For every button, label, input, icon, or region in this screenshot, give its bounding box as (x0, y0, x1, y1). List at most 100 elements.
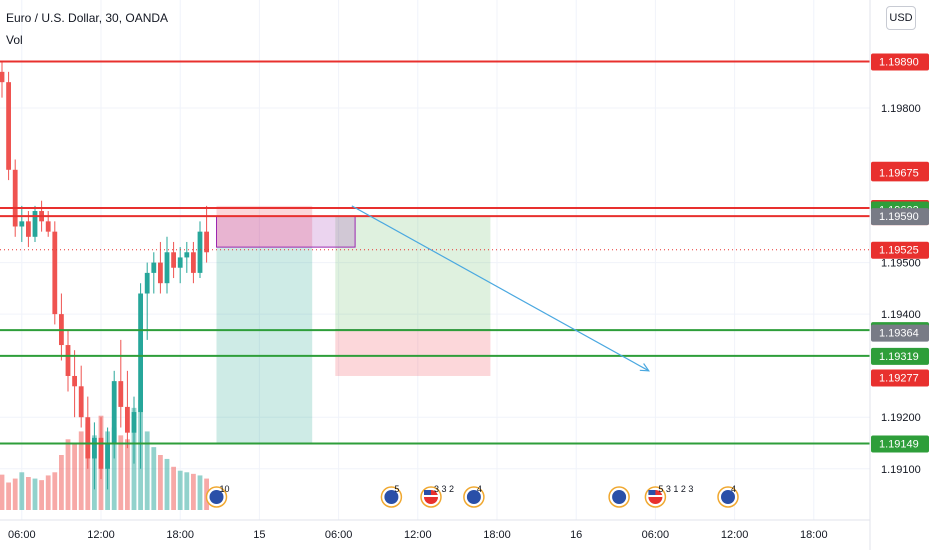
candle-body (177, 257, 183, 268)
price-axis-badge-bg (871, 435, 929, 453)
eu-event-icon[interactable]: 10 (205, 484, 230, 508)
volume-bar (118, 435, 124, 510)
event-count-label: 10 (220, 484, 230, 494)
candle (105, 427, 110, 490)
candle (125, 370, 130, 449)
price-tick-label: 1.19500 (881, 258, 921, 270)
time-tick-label: 06:00 (8, 529, 36, 541)
candle (138, 283, 143, 469)
volume-bar (32, 478, 38, 510)
candle (98, 417, 104, 480)
time-tick-label: 18:00 (800, 529, 828, 541)
candle-body (105, 442, 110, 469)
candle-body (111, 381, 117, 443)
price-tick-label: 1.19200 (881, 412, 921, 424)
symbol-title: Euro / U.S. Dollar, 30, OANDA (6, 11, 169, 25)
price-axis-badge-label: 1.19890 (879, 57, 919, 69)
currency-button[interactable]: USD (886, 6, 916, 30)
time-tick-label: 18:00 (483, 529, 511, 541)
candle (59, 293, 64, 361)
price-axis-badge-label: 1.19277 (879, 373, 919, 385)
volume-bar (52, 472, 58, 510)
event-count-label: 5 3 1 2 3 (658, 484, 693, 494)
price-axis-badge-bg (871, 369, 929, 387)
short-position-stop-zone (216, 205, 313, 248)
us-event-icon[interactable]: 3 3 2 (420, 484, 454, 508)
volume-bar (197, 475, 203, 510)
candle (92, 422, 97, 490)
volume-bar (171, 466, 176, 510)
candle-body (164, 252, 170, 284)
price-axis-badge-label: 1.19149 (879, 439, 919, 451)
candle-body (52, 231, 58, 315)
candle (118, 339, 124, 428)
price-axis-badge-label: 1.19525 (879, 245, 919, 257)
price-axis-badge-label: 1.19319 (879, 351, 919, 363)
us-event-icon[interactable]: 5 3 1 2 3 (644, 484, 693, 508)
volume-bar (19, 472, 25, 510)
us-flag-stripe (424, 495, 438, 497)
candle (158, 241, 163, 294)
event-count-label: 3 3 2 (434, 484, 454, 494)
candle-body (6, 82, 11, 170)
candle-body (98, 437, 104, 469)
time-tick-label: 12:00 (721, 529, 749, 541)
candle-body (26, 221, 31, 237)
eu-event-icon[interactable]: 4 (717, 484, 739, 508)
price-tick-label: 1.19100 (881, 464, 921, 476)
volume-bar (177, 470, 183, 510)
long-position-stop-zone (335, 329, 491, 376)
candle (65, 329, 71, 392)
candle (52, 221, 58, 325)
candle (6, 71, 11, 181)
event-count-label: 4 (477, 484, 482, 494)
time-tick-label: 15 (253, 529, 265, 541)
candle-body (184, 252, 190, 258)
candle (177, 247, 183, 284)
volume-bar (59, 455, 64, 510)
eu-event-icon[interactable]: 4 (463, 484, 485, 508)
volume-bar (151, 447, 157, 510)
volume-indicator-label[interactable]: Vol (6, 33, 23, 47)
candle (171, 241, 176, 279)
volume-bar (6, 482, 11, 510)
candle-body (92, 437, 97, 459)
candle (184, 241, 190, 273)
candle (151, 252, 157, 294)
candle-body (144, 272, 150, 294)
candle-body (45, 221, 51, 232)
time-tick-label: 12:00 (404, 529, 432, 541)
candle (12, 159, 18, 237)
price-axis-badge-bg (871, 164, 929, 182)
candle-body (12, 169, 18, 227)
eu-flag-icon (466, 490, 481, 504)
us-flag-canton (648, 490, 656, 495)
eu-event-icon[interactable]: 5 (380, 484, 403, 508)
price-axis-badge: 1.19525 (871, 241, 929, 259)
price-axis-badge: 1.19590 (871, 208, 929, 226)
price-axis-badge-bg (871, 208, 929, 226)
price-axis-badge: 1.19890 (871, 53, 929, 71)
candle-body (118, 381, 124, 407)
eu-flag-icon (721, 490, 735, 504)
candle-body (65, 345, 71, 376)
event-count-label: 4 (731, 484, 736, 494)
price-axis-badge: 1.19277 (871, 369, 929, 387)
candle-body (125, 406, 130, 433)
volume-bar (184, 472, 190, 510)
price-axis-badge-label: 1.19675 (879, 167, 919, 179)
eu-event-icon[interactable] (608, 486, 630, 508)
candle-body (131, 412, 137, 433)
candle (78, 365, 84, 428)
candle (32, 205, 38, 242)
volume-bar (0, 474, 5, 510)
price-tick-label: 1.19800 (881, 103, 921, 115)
short-position-target-zone (216, 247, 313, 443)
candle (164, 236, 170, 294)
candle (0, 61, 5, 98)
volume-bar (65, 439, 71, 510)
candle-body (158, 262, 163, 284)
time-tick-label: 06:00 (325, 529, 353, 541)
eu-flag-icon (209, 490, 224, 504)
